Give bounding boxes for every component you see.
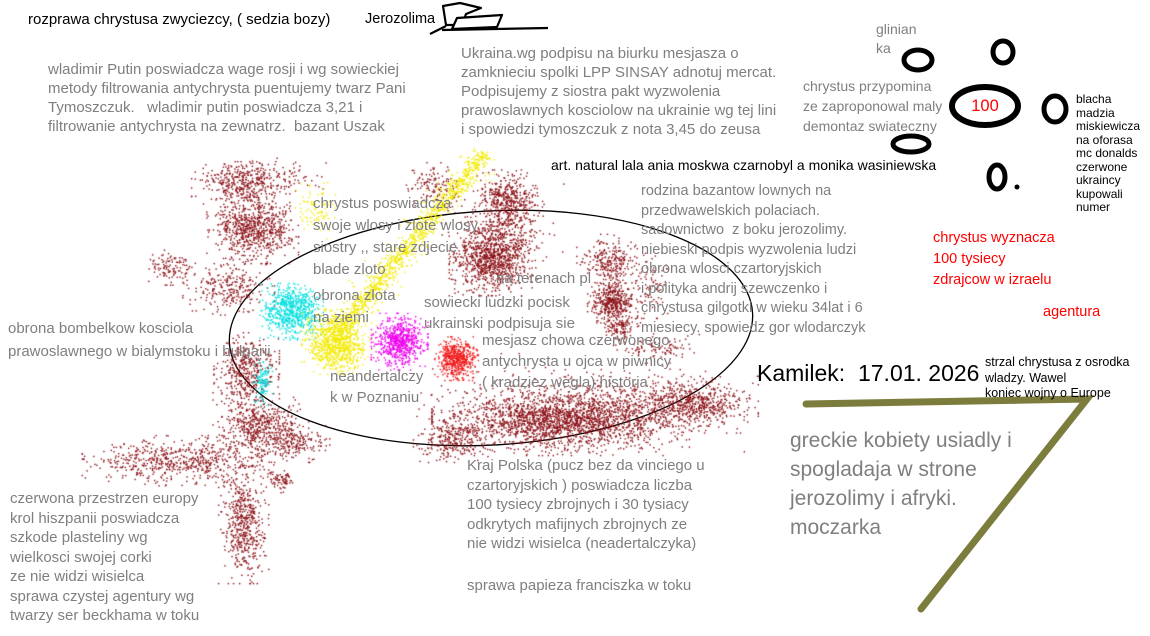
note-bombelki: obrona bombelkow kosciola prawoslawnego … <box>8 320 271 360</box>
note-poswiadcza-wlosy: chrystus poswiadcza swoje wlosy i zlote … <box>313 195 479 278</box>
note-mesjasz: mesjasz chowa czerwonego antychrysta u o… <box>482 332 672 391</box>
note-ukraina: Ukraina.wg podpisu na biurku mesjasza o … <box>461 45 777 138</box>
note-greckie: greckie kobiety usiadly i spogladaja w s… <box>790 429 1012 539</box>
note-kamilek-date: Kamilek: 17.01. 2026 <box>757 360 980 386</box>
note-obrona-zlota: obrona zlota na ziemi <box>313 287 396 326</box>
note-art-natural: art. natural lala ania moskwa czarnobyl … <box>551 157 937 173</box>
note-blacha: blacha madzia miskiewicza na oforasa mc … <box>1076 92 1141 214</box>
note-agentura: agentura <box>1043 304 1101 320</box>
note-sowiecki: sowiecki ludzki pocisk ukrainski podpisu… <box>424 294 575 332</box>
note-na-terenach: na terenach pl <box>496 270 592 287</box>
note-putin: wladimir Putin poswiadcza wage rosji i w… <box>48 61 406 135</box>
note-title: rozprawa chrystusa zwyciezcy, ( sedzia b… <box>28 11 331 28</box>
note-glinianka: glinian ka <box>876 21 917 56</box>
note-wyznacza: chrystus wyznacza 100 tysiecy zdrajcow w… <box>933 230 1055 288</box>
note-neandertal: neandertalczy k w Poznaniu <box>330 368 424 406</box>
note-papiez: sprawa papieza franciszka w toku <box>467 577 692 594</box>
note-rodzina: rodzina bazantow lownych na przedwawelsk… <box>641 183 866 336</box>
note-strzal: strzal chrystusa z osrodka wladzy. Wawel… <box>985 355 1130 400</box>
note-kraj-polska: Kraj Polska (pucz bez da vinciego u czar… <box>467 457 705 553</box>
note-jerozolima: Jerozolima <box>365 11 436 27</box>
note-przypomina: chrystus przypomina ze zaproponowal maly… <box>803 78 943 134</box>
note-czerwona: czerwona przestrzen europy krol hiszpani… <box>10 490 200 624</box>
count-100-label: 100 <box>971 97 999 115</box>
